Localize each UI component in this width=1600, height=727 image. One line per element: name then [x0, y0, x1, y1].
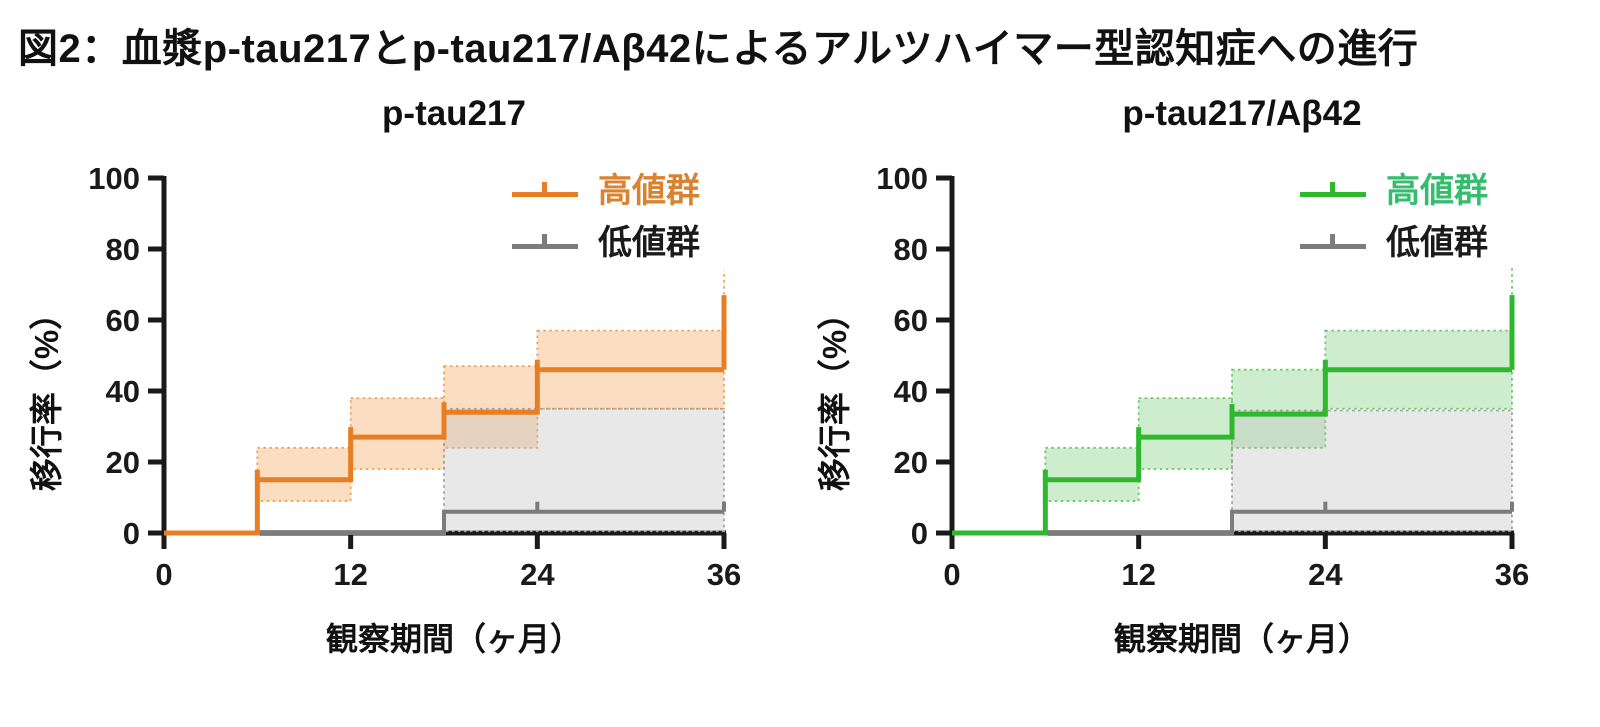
legend-label-low: 低値群 [598, 224, 700, 262]
legend-line-bar [1300, 244, 1366, 249]
km-line-icon [1300, 234, 1366, 252]
legend: 高値群 低値群 [512, 168, 700, 272]
legend: 高値群 低値群 [1300, 168, 1488, 272]
legend-label-high: 高値群 [598, 172, 700, 210]
chart-title: p-tau217/Aβ42 [1122, 94, 1362, 133]
chart-ptau217-ab42: p-tau217/Aβ42 移行率（%） 0 20 40 60 80 100 0 12 24 36… [796, 90, 1584, 660]
figure: 図2：血漿p-tau217とp-tau217/Aβ42によるアルツハイマー型認知… [0, 16, 1600, 660]
charts-row: p-tau217 移行率（%） 0 20 40 60 80 100 0 12 24 36 高値群 [0, 90, 1600, 660]
svg-text:0: 0 [943, 557, 960, 592]
km-line-icon [512, 182, 578, 200]
legend-censor-tick [542, 234, 547, 246]
legend-label-low: 低値群 [1386, 224, 1488, 262]
svg-text:20: 20 [894, 445, 928, 480]
svg-text:20: 20 [106, 445, 140, 480]
legend-line-bar [1300, 192, 1366, 197]
legend-line-bar [512, 192, 578, 197]
km-plot-svg: 0 20 40 60 80 100 0 12 24 36 [876, 161, 1529, 592]
svg-text:80: 80 [106, 232, 140, 267]
svg-text:36: 36 [1495, 557, 1529, 592]
figure-title: 図2：血漿p-tau217とp-tau217/Aβ42によるアルツハイマー型認知… [18, 27, 1419, 71]
svg-text:100: 100 [88, 161, 140, 196]
svg-text:100: 100 [876, 161, 928, 196]
svg-text:12: 12 [333, 557, 367, 592]
svg-text:80: 80 [894, 232, 928, 267]
svg-text:12: 12 [1121, 557, 1155, 592]
legend-censor-tick [1330, 234, 1335, 246]
y-axis-label: 移行率（%） [28, 296, 65, 492]
legend-item-low: 低値群 [512, 220, 700, 266]
svg-text:24: 24 [1308, 557, 1343, 592]
chart-title: p-tau217 [382, 94, 526, 133]
legend-item-low: 低値群 [1300, 220, 1488, 266]
legend-item-high: 高値群 [1300, 168, 1488, 214]
y-axis-label: 移行率（%） [816, 296, 853, 492]
legend-item-high: 高値群 [512, 168, 700, 214]
x-axis-label: 観察期間（ヶ月） [1113, 621, 1370, 657]
km-plot-svg: 0 20 40 60 80 100 0 12 24 36 [88, 161, 741, 592]
legend-censor-tick [1330, 182, 1335, 194]
chart-ptau217: p-tau217 移行率（%） 0 20 40 60 80 100 0 12 24 36 高値群 [8, 90, 796, 660]
svg-text:24: 24 [520, 557, 555, 592]
svg-text:0: 0 [155, 557, 172, 592]
x-axis-label: 観察期間（ヶ月） [325, 621, 582, 657]
svg-text:60: 60 [894, 303, 928, 338]
legend-label-high: 高値群 [1386, 172, 1488, 210]
svg-text:0: 0 [911, 516, 928, 551]
km-line-icon [512, 234, 578, 252]
plot-area: 移行率（%） 0 20 40 60 80 100 0 12 24 36 高値群 [802, 138, 1562, 608]
svg-text:40: 40 [894, 374, 928, 409]
km-line-icon [1300, 182, 1366, 200]
svg-text:36: 36 [707, 557, 741, 592]
legend-censor-tick [542, 182, 547, 194]
svg-text:60: 60 [106, 303, 140, 338]
svg-text:0: 0 [123, 516, 140, 551]
svg-text:40: 40 [106, 374, 140, 409]
plot-area: 移行率（%） 0 20 40 60 80 100 0 12 24 36 高値群 [14, 138, 774, 608]
legend-line-bar [512, 244, 578, 249]
